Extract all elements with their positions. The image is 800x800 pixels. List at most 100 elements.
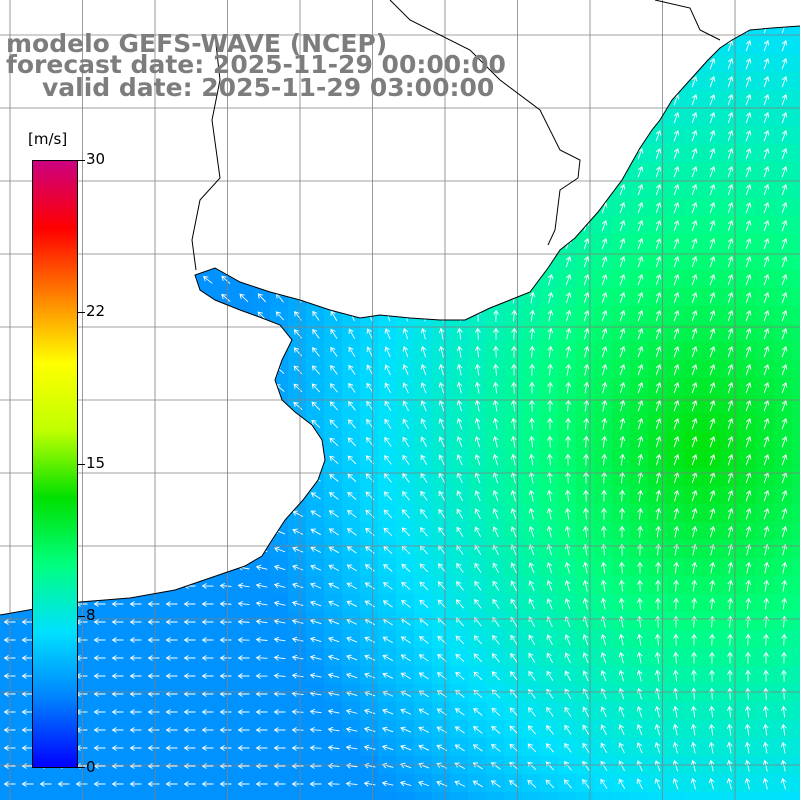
wind-arrow xyxy=(547,202,554,214)
wind-arrow xyxy=(493,201,500,214)
wind-arrow xyxy=(276,256,284,267)
wind-arrow xyxy=(183,637,196,643)
wind-arrow xyxy=(637,94,644,106)
wind-arrow xyxy=(781,436,788,448)
wind-arrow xyxy=(763,364,770,376)
wind-arrow xyxy=(493,237,500,250)
wind-arrow xyxy=(309,745,322,751)
wind-arrow xyxy=(709,310,716,322)
wind-arrow xyxy=(745,202,752,214)
wind-arrow xyxy=(654,741,661,754)
wind-arrow xyxy=(511,40,518,52)
wind-arrow xyxy=(255,655,268,661)
wind-arrow xyxy=(781,454,788,466)
wind-arrow xyxy=(745,364,752,376)
wind-arrow xyxy=(528,562,535,574)
wind-arrow xyxy=(347,473,357,483)
wind-arrow xyxy=(619,399,626,412)
wind-arrow xyxy=(275,347,285,357)
wind-arrow xyxy=(583,292,590,304)
wind-arrow xyxy=(274,546,286,553)
wind-arrow xyxy=(348,129,355,142)
wind-arrow xyxy=(165,511,178,517)
wind-arrow xyxy=(781,651,787,664)
wind-arrow xyxy=(201,528,214,535)
colorbar-tickmark xyxy=(78,464,85,465)
wind-arrow xyxy=(473,635,482,645)
wind-arrow xyxy=(780,705,787,718)
wind-arrow xyxy=(418,744,430,751)
wind-arrow xyxy=(222,166,230,177)
wind-arrow xyxy=(583,40,590,52)
wind-arrow xyxy=(367,147,373,160)
wind-arrow xyxy=(330,364,338,375)
wind-arrow xyxy=(456,417,463,430)
wind-arrow xyxy=(314,5,319,16)
wind-arrow xyxy=(763,400,770,412)
wind-arrow xyxy=(237,528,250,535)
wind-arrow xyxy=(654,687,661,700)
wind-arrow xyxy=(421,165,428,178)
wind-arrow xyxy=(240,166,248,177)
wind-arrow xyxy=(546,525,553,538)
wind-arrow xyxy=(273,727,286,733)
wind-arrow xyxy=(511,94,518,106)
wind-arrow xyxy=(276,220,284,231)
wind-arrow xyxy=(183,456,196,463)
wind-arrow xyxy=(75,475,88,481)
wind-arrow xyxy=(655,76,662,88)
wind-arrow xyxy=(655,382,662,394)
border-line xyxy=(654,0,721,41)
wind-arrow xyxy=(93,601,106,607)
wind-arrow xyxy=(691,490,698,502)
wind-arrow xyxy=(727,328,734,340)
wind-arrow xyxy=(619,26,626,34)
wind-arrow xyxy=(745,40,752,52)
wind-arrow xyxy=(439,111,446,124)
wind-arrow xyxy=(348,183,355,196)
wind-arrow xyxy=(637,148,644,160)
wind-arrow xyxy=(565,399,572,412)
wind-arrow xyxy=(473,689,483,699)
wind-arrow xyxy=(421,183,427,196)
wind-arrow xyxy=(673,328,680,340)
wind-arrow xyxy=(221,221,230,231)
wind-arrow xyxy=(201,492,214,499)
wind-arrow xyxy=(565,58,572,70)
wind-arrow xyxy=(258,184,266,196)
wind-arrow xyxy=(165,420,178,427)
wind-arrow xyxy=(237,763,250,769)
wind-arrow xyxy=(184,384,196,391)
wind-arrow xyxy=(565,327,572,340)
wind-arrow xyxy=(673,58,680,70)
wind-arrow xyxy=(781,382,788,394)
wind-arrow xyxy=(781,507,788,520)
wind-arrow xyxy=(149,149,159,159)
wind-arrow xyxy=(93,402,106,409)
wind-arrow xyxy=(673,651,679,664)
wind-arrow xyxy=(492,598,500,609)
wind-arrow xyxy=(384,328,391,340)
wind-arrow xyxy=(763,346,770,358)
wind-arrow xyxy=(726,777,733,790)
wind-arrow xyxy=(165,745,178,751)
wind-arrow xyxy=(691,651,697,664)
wind-arrow xyxy=(364,636,376,643)
wind-arrow xyxy=(328,564,340,572)
wind-arrow xyxy=(166,366,178,373)
wind-arrow xyxy=(75,493,88,499)
wind-arrow xyxy=(219,582,232,589)
wind-arrow xyxy=(582,742,590,753)
wind-arrow xyxy=(474,544,482,555)
wind-arrow xyxy=(637,346,644,358)
wind-arrow xyxy=(111,366,124,373)
wind-arrow xyxy=(781,202,788,214)
wind-arrow xyxy=(311,401,321,411)
wind-arrow xyxy=(147,438,160,445)
wind-arrow xyxy=(111,511,124,517)
wind-arrow xyxy=(727,490,734,502)
wind-arrow xyxy=(330,292,338,304)
wind-arrow xyxy=(601,220,608,232)
wind-arrow xyxy=(457,165,464,178)
